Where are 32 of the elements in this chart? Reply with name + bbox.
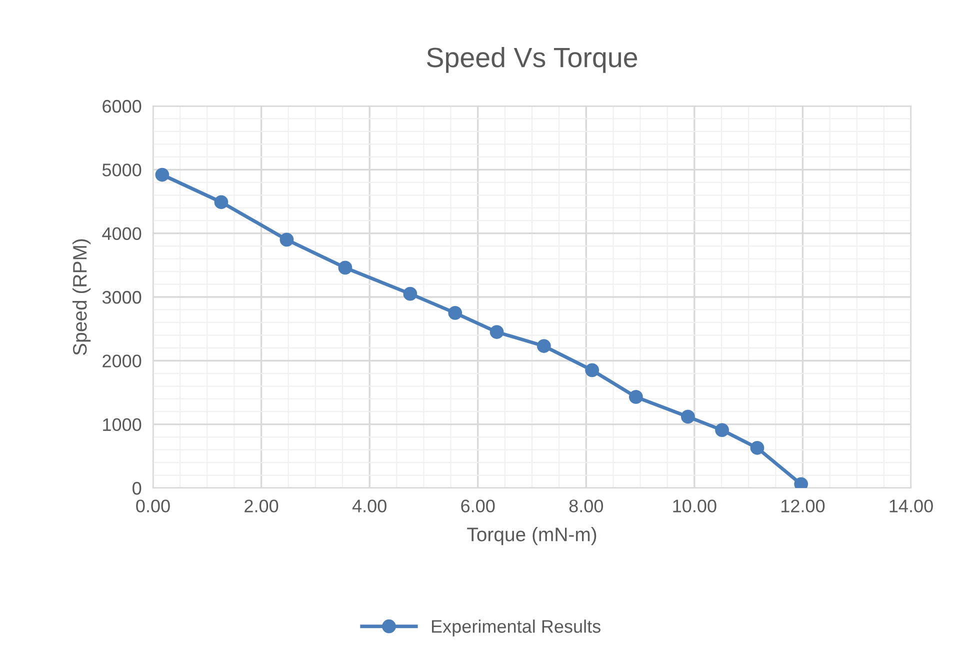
point [448, 306, 462, 320]
y-tick-label: 1000 [103, 418, 142, 432]
y-axis-title: Speed (RPM) [72, 239, 91, 356]
x-tick-label: 8.00 [569, 500, 604, 512]
x-tick-label: 2.00 [244, 500, 278, 512]
y-tick-label: 3000 [102, 290, 142, 304]
x-tick-label: 0.00 [136, 500, 170, 512]
y-tick-label: 4000 [102, 227, 142, 240]
y-tick-label: 6000 [102, 100, 142, 113]
point [750, 440, 764, 455]
x-tick-label: 6.00 [461, 500, 495, 512]
point [490, 325, 504, 339]
point [155, 168, 170, 182]
point [680, 410, 695, 424]
point [629, 390, 643, 404]
point [536, 339, 551, 353]
chart-title: Speed Vs Torque [426, 46, 638, 73]
x-tick-label: 12.00 [782, 500, 825, 512]
point [214, 195, 228, 210]
legend-label: Experimental Results [432, 620, 600, 636]
point [403, 286, 418, 301]
y-tick-label: 5000 [102, 164, 142, 176]
x-axis-title: Torque (mN-m) [467, 527, 596, 546]
point [715, 423, 729, 438]
point [338, 260, 352, 275]
x-tick-label: 14.00 [890, 500, 933, 512]
y-tick-label: 0 [132, 482, 142, 495]
x-tick-label: 4.00 [352, 500, 386, 512]
y-tick-label: 2000 [102, 354, 142, 368]
point [280, 232, 294, 247]
point [585, 363, 600, 378]
x-tick-label: 10.00 [673, 500, 716, 512]
